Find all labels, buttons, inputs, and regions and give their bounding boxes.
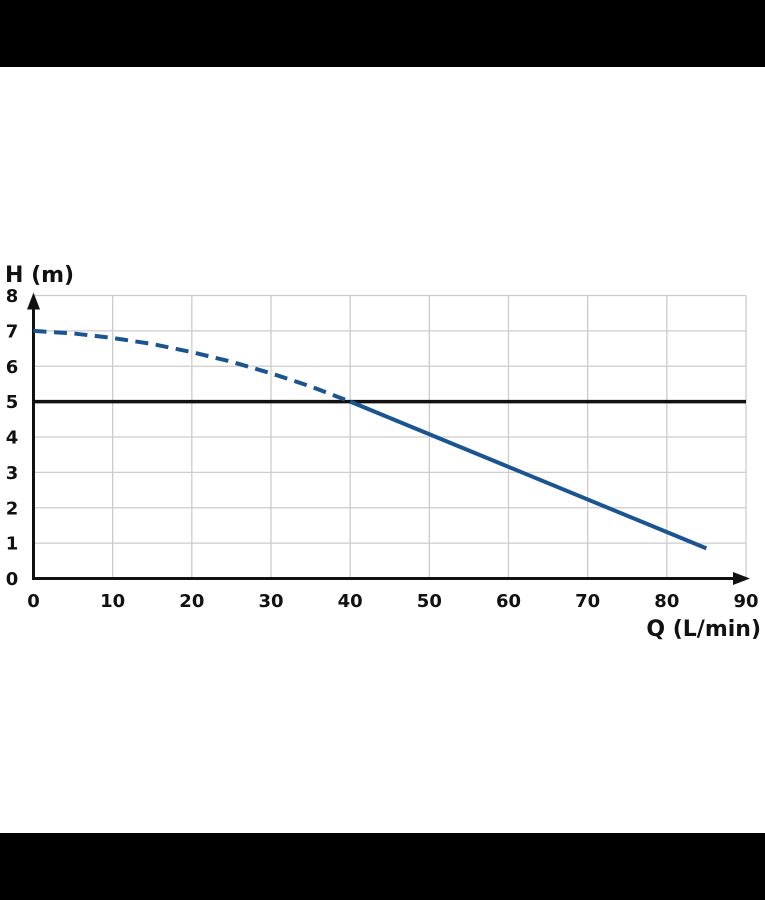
x-tick-label-30: 30 — [258, 591, 283, 612]
y-tick-label-6: 6 — [6, 357, 19, 378]
x-tick-label-40: 40 — [338, 591, 363, 612]
y-axis-title: H (m) — [5, 263, 74, 288]
x-tick-label-10: 10 — [100, 591, 125, 612]
letterbox-bar-top — [0, 0, 765, 67]
x-axis-title: Q (L/min) — [646, 617, 761, 642]
y-tick-label-1: 1 — [6, 534, 19, 555]
x-tick-label-70: 70 — [575, 591, 600, 612]
y-tick-label-7: 7 — [6, 321, 19, 342]
y-tick-label-5: 5 — [6, 392, 19, 413]
y-tick-label-2: 2 — [6, 498, 19, 519]
y-tick-label-8: 8 — [6, 286, 19, 307]
letterbox-bar-bottom — [0, 833, 765, 900]
x-tick-label-80: 80 — [654, 591, 679, 612]
y-tick-label-0: 0 — [6, 569, 19, 590]
series-head-curve-operating — [349, 399, 708, 551]
series-head-curve-projected — [33, 328, 351, 404]
x-tick-label-20: 20 — [179, 591, 204, 612]
x-tick-label-50: 50 — [417, 591, 442, 612]
x-tick-label-90: 90 — [733, 591, 758, 612]
x-tick-label-60: 60 — [496, 591, 521, 612]
x-tick-label-0: 0 — [27, 591, 40, 612]
y-tick-label-3: 3 — [6, 463, 19, 484]
y-axis-arrow-icon — [27, 292, 40, 310]
x-axis-arrow-icon — [733, 572, 750, 585]
y-tick-label-4: 4 — [6, 428, 19, 449]
